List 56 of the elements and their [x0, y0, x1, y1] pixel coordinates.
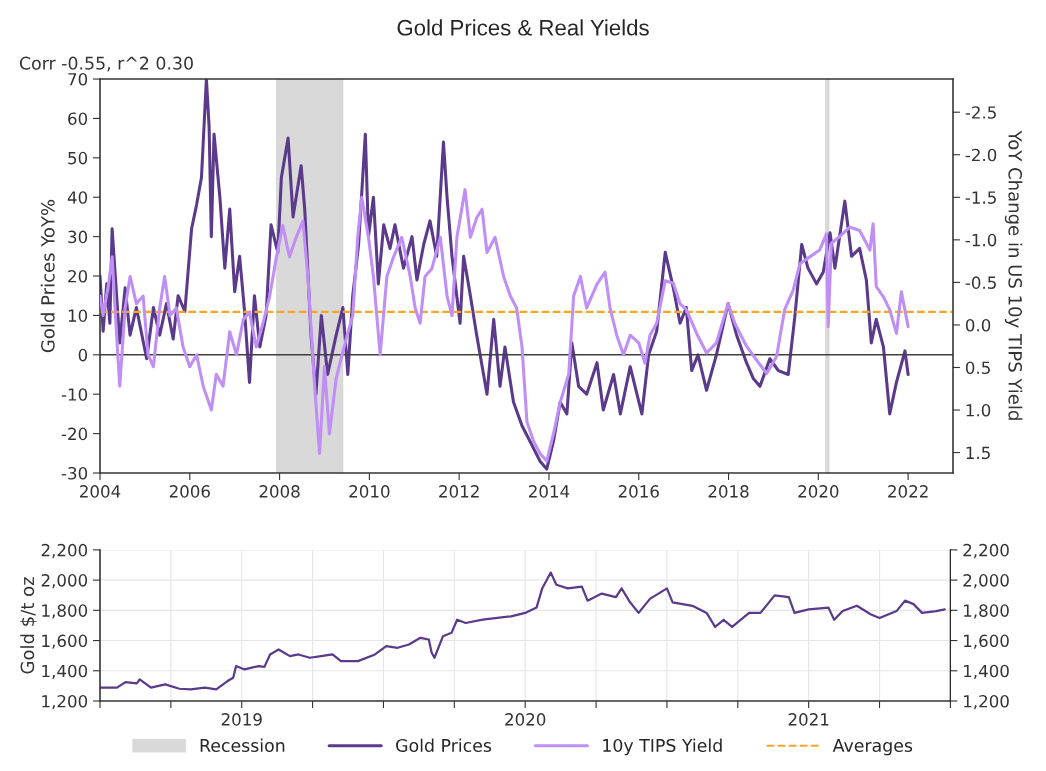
x-tick-label: 2010 — [349, 485, 390, 498]
line-series — [100, 571, 946, 691]
y-tick-label: 20 — [68, 269, 88, 283]
x-tick-label: 2022 — [888, 485, 928, 498]
y2-tick-label: 1,800 — [964, 604, 1009, 619]
y2-axis-title: YoY Change in US 10y TIPS Yield — [1004, 130, 1023, 420]
y-tick-label: 1,800 — [42, 604, 88, 619]
y-axis-title: Gold Prices YoY% — [40, 199, 55, 353]
chart-title: Gold Prices & Real Yields — [397, 19, 649, 36]
y-tick-label: 70 — [68, 72, 88, 86]
y-tick-label: -10 — [61, 388, 88, 401]
y-tick-label: 0 — [78, 348, 88, 362]
x-tick-label: 2020 — [798, 485, 839, 498]
y2-tick-label: -2.0 — [965, 148, 997, 162]
x-tick-label: 2019 — [221, 713, 262, 726]
y2-tick-label: 1,400 — [964, 664, 1009, 680]
x-tick-label: 2008 — [259, 485, 300, 498]
x-tick-label: 2004 — [80, 485, 121, 498]
x-tick-label: 2016 — [618, 485, 659, 498]
y-axis-title: Gold $/t oz — [20, 577, 37, 674]
legend-label: Averages — [832, 739, 913, 756]
x-tick-label: 2020 — [505, 713, 546, 726]
y-tick-label: 60 — [68, 112, 88, 125]
y-tick-label: -20 — [61, 427, 88, 441]
y-tick-label: 10 — [68, 309, 88, 322]
y2-tick-label: -1.0 — [965, 233, 997, 247]
y2-tick-label: 1,600 — [964, 634, 1009, 649]
y-tick-label: -30 — [61, 466, 88, 480]
line-series — [100, 188, 910, 463]
y-tick-label: 40 — [67, 191, 88, 204]
y2-tick-label: 0.0 — [965, 318, 991, 332]
y2-tick-label: 2,000 — [963, 574, 1009, 589]
y2-tick-label: 0.5 — [965, 361, 990, 375]
y2-tick-label: 1,200 — [964, 694, 1009, 710]
y-tick-label: 2,200 — [41, 543, 88, 559]
x-tick-label: 2014 — [528, 485, 570, 498]
y-tick-label: 1,200 — [42, 694, 88, 710]
y2-tick-label: -0.5 — [965, 276, 996, 289]
legend-label: Gold Prices — [396, 738, 492, 753]
legend-label: 10y TIPS Yield — [603, 738, 722, 756]
legend-label: Recession — [200, 738, 285, 753]
y2-tick-label: 1.0 — [966, 404, 991, 417]
x-tick-label: 2021 — [788, 713, 829, 726]
y-tick-label: 1,600 — [42, 634, 88, 649]
y2-tick-label: 2,200 — [963, 543, 1009, 559]
x-tick-label: 2012 — [439, 485, 479, 498]
y-tick-label: 30 — [68, 230, 88, 244]
y-tick-label: 50 — [68, 151, 88, 165]
x-tick-label: 2018 — [708, 485, 749, 498]
y2-tick-label: -1.5 — [965, 191, 996, 204]
y2-tick-label: -2.5 — [965, 106, 996, 119]
x-tick-label: 2006 — [169, 485, 210, 498]
y-tick-label: 1,400 — [42, 664, 88, 680]
text: Corr -0.55, r^2 0.30 — [19, 56, 193, 72]
y-tick-label: 2,000 — [41, 574, 88, 589]
y2-tick-label: 1.5 — [966, 446, 990, 460]
